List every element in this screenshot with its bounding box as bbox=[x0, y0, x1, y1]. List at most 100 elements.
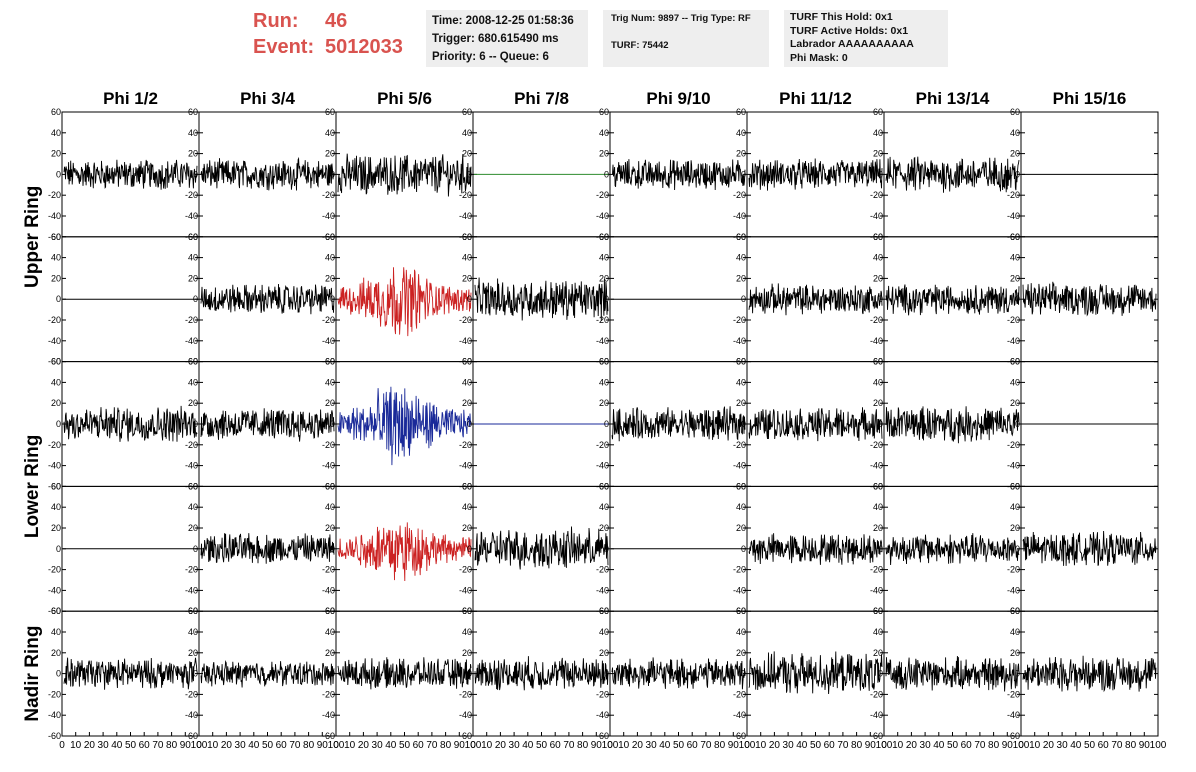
x-tick-label: 70 bbox=[426, 740, 438, 751]
y-tick-label: 20 bbox=[599, 648, 609, 658]
y-tick-label: -20 bbox=[870, 440, 883, 450]
y-tick-label: -20 bbox=[185, 565, 198, 575]
y-tick-label: 60 bbox=[462, 107, 472, 117]
y-tick-label: -20 bbox=[596, 565, 609, 575]
y-tick-label: 20 bbox=[51, 398, 61, 408]
y-tick-label: 60 bbox=[188, 481, 198, 491]
y-tick-label: -20 bbox=[870, 315, 883, 325]
y-tick-label: -20 bbox=[322, 190, 335, 200]
x-tick-label: 20 bbox=[84, 740, 96, 751]
y-tick-label: -20 bbox=[596, 315, 609, 325]
ring-label-0: Upper Ring bbox=[22, 186, 43, 288]
y-tick-label: 40 bbox=[51, 627, 61, 637]
y-tick-label: 40 bbox=[599, 128, 609, 138]
y-tick-label: 40 bbox=[188, 128, 198, 138]
waveform-trace bbox=[885, 284, 1020, 316]
y-tick-label: 20 bbox=[325, 149, 335, 159]
ring-label-2: Nadir Ring bbox=[22, 626, 43, 722]
trigger-text: Trigger: 680.615490 ms bbox=[432, 33, 559, 45]
trig-num-text: Trig Num: 9897 -- Trig Type: RF bbox=[611, 13, 751, 24]
x-tick-label: 100 bbox=[876, 740, 893, 751]
y-tick-label: 20 bbox=[736, 648, 746, 658]
x-tick-label: 90 bbox=[728, 740, 740, 751]
y-tick-label: 20 bbox=[325, 398, 335, 408]
y-tick-label: -40 bbox=[596, 211, 609, 221]
x-tick-label: 10 bbox=[1029, 740, 1041, 751]
y-tick-label: 60 bbox=[325, 107, 335, 117]
y-tick-label: -20 bbox=[870, 689, 883, 699]
y-tick-label: -20 bbox=[733, 689, 746, 699]
y-tick-label: 40 bbox=[599, 502, 609, 512]
y-tick-label: -60 bbox=[596, 731, 609, 741]
y-tick-label: 0 bbox=[878, 669, 883, 679]
y-tick-label: 20 bbox=[188, 648, 198, 658]
y-tick-label: 0 bbox=[604, 169, 609, 179]
y-tick-label: 40 bbox=[462, 377, 472, 387]
y-tick-label: -20 bbox=[733, 190, 746, 200]
panel-frame bbox=[335, 485, 474, 612]
y-tick-label: 20 bbox=[51, 523, 61, 533]
x-tick-label: 90 bbox=[591, 740, 603, 751]
x-tick-label: 40 bbox=[659, 740, 671, 751]
y-tick-label: 0 bbox=[193, 419, 198, 429]
y-tick-label: -40 bbox=[596, 336, 609, 346]
y-tick-label: 0 bbox=[56, 544, 61, 554]
y-tick-label: 40 bbox=[51, 377, 61, 387]
y-tick-label: 0 bbox=[1015, 294, 1020, 304]
y-tick-label: -20 bbox=[870, 565, 883, 575]
x-tick-label: 70 bbox=[563, 740, 575, 751]
x-tick-label: 10 bbox=[481, 740, 493, 751]
x-tick-label: 0 bbox=[744, 740, 750, 751]
y-tick-label: 40 bbox=[51, 253, 61, 263]
y-tick-label: -20 bbox=[322, 440, 335, 450]
waveform-trace bbox=[474, 656, 609, 691]
y-tick-label: 20 bbox=[599, 398, 609, 408]
y-tick-label: 40 bbox=[736, 253, 746, 263]
x-tick-label: 60 bbox=[824, 740, 836, 751]
waveform-trace bbox=[337, 657, 472, 690]
waveform-trace bbox=[337, 153, 472, 197]
x-tick-label: 10 bbox=[344, 740, 356, 751]
x-tick-label: 0 bbox=[881, 740, 887, 751]
trigger-info-box: Trig Num: 9897 -- Trig Type: RF TURF: 75… bbox=[603, 10, 769, 67]
waveform-trace bbox=[611, 159, 746, 191]
y-tick-label: 60 bbox=[51, 481, 61, 491]
x-tick-label: 60 bbox=[276, 740, 288, 751]
y-tick-label: 20 bbox=[51, 149, 61, 159]
x-tick-label: 100 bbox=[602, 740, 619, 751]
y-tick-label: -60 bbox=[459, 731, 472, 741]
waveform-trace bbox=[885, 406, 1020, 444]
x-tick-label: 20 bbox=[221, 740, 233, 751]
y-tick-label: -40 bbox=[322, 585, 335, 595]
y-tick-label: -60 bbox=[322, 731, 335, 741]
y-tick-label: 0 bbox=[878, 544, 883, 554]
y-tick-label: 0 bbox=[330, 294, 335, 304]
y-tick-label: 20 bbox=[462, 149, 472, 159]
waveform-trace bbox=[748, 407, 883, 442]
y-tick-label: 60 bbox=[873, 481, 883, 491]
waveform-trace bbox=[337, 267, 472, 337]
waveform-trace bbox=[200, 659, 335, 688]
y-tick-label: -40 bbox=[733, 710, 746, 720]
x-tick-label: 60 bbox=[139, 740, 151, 751]
x-tick-label: 30 bbox=[646, 740, 658, 751]
x-tick-label: 70 bbox=[152, 740, 164, 751]
y-tick-label: -40 bbox=[733, 585, 746, 595]
y-tick-label: -40 bbox=[185, 336, 198, 346]
y-tick-label: 60 bbox=[51, 357, 61, 367]
y-tick-label: 0 bbox=[467, 669, 472, 679]
x-tick-label: 40 bbox=[111, 740, 123, 751]
turf-active-holds-text: TURF Active Holds: 0x1 bbox=[790, 24, 909, 37]
y-tick-label: -40 bbox=[596, 461, 609, 471]
x-tick-label: 10 bbox=[618, 740, 630, 751]
x-tick-label: 30 bbox=[372, 740, 384, 751]
x-tick-label: 80 bbox=[440, 740, 452, 751]
y-tick-label: 20 bbox=[736, 523, 746, 533]
y-tick-label: -20 bbox=[322, 565, 335, 575]
x-tick-label: 100 bbox=[1013, 740, 1030, 751]
y-tick-label: 20 bbox=[51, 648, 61, 658]
y-tick-label: 20 bbox=[736, 149, 746, 159]
y-tick-label: -40 bbox=[459, 211, 472, 221]
y-tick-label: 40 bbox=[873, 377, 883, 387]
waveform-trace bbox=[63, 405, 198, 442]
